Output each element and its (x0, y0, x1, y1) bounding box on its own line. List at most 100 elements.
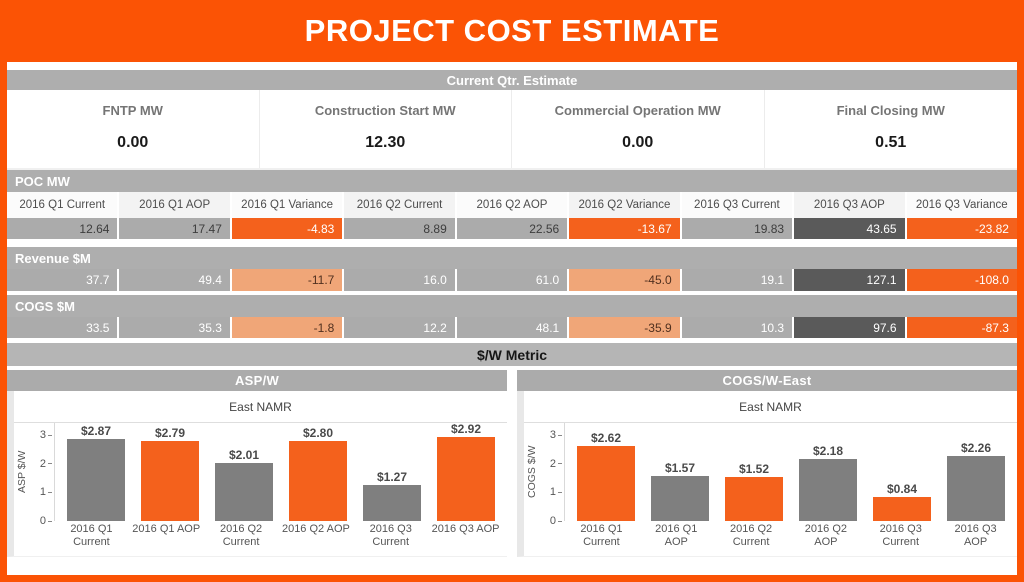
bar-slot: $2.01 (207, 448, 281, 521)
table-cell: 16.0 (344, 269, 455, 291)
table-cell: -35.9 (569, 317, 680, 338)
spacer (7, 62, 1017, 70)
bar[interactable] (651, 476, 709, 521)
x-axis-label: 2016 Q2 Current (714, 523, 789, 553)
table-cell: 19.1 (681, 269, 793, 291)
bar[interactable] (437, 437, 495, 521)
tick-mark (558, 491, 562, 493)
y-tick: 1 (550, 487, 562, 498)
bar[interactable] (725, 477, 783, 521)
asp-w-y-axis: 3 2 1 0 (30, 423, 54, 527)
column-header: 2016 Q2 Current (344, 192, 455, 218)
cogs-w-east-chart-title: COGS/W-East (517, 370, 1017, 391)
spacer (7, 338, 1017, 343)
metric-label: FNTP MW (102, 103, 163, 118)
metric-label: Construction Start MW (314, 103, 456, 118)
cogs-w-east-y-axis: 3 2 1 0 (540, 423, 564, 527)
spacer (7, 291, 1017, 295)
bar-data-label: $0.84 (886, 482, 918, 496)
x-axis-label-line: Current (732, 536, 770, 548)
bar-slot: $2.62 (569, 431, 643, 521)
bar-slot: $2.80 (281, 426, 355, 521)
tick-mark (48, 491, 52, 493)
table-cell: 33.5 (7, 317, 118, 338)
bar[interactable] (215, 463, 273, 521)
x-axis-label-line: 2016 Q3 (954, 523, 997, 535)
table-cell: -87.3 (906, 317, 1017, 338)
bar-data-label: $2.79 (154, 426, 186, 440)
bar[interactable] (67, 439, 125, 521)
table-cell: -23.82 (906, 218, 1017, 239)
revenue-section-bar: Revenue $M (7, 247, 1017, 269)
bar-data-label: $2.92 (450, 422, 482, 436)
bar[interactable] (873, 497, 931, 521)
poc-mw-section-bar: POC MW (7, 170, 1017, 192)
report-header: PROJECT COST ESTIMATE (0, 0, 1024, 62)
x-axis-label-line: 2016 Q1 (655, 523, 698, 535)
bar[interactable] (577, 446, 635, 521)
bar-slot: $1.57 (643, 461, 717, 521)
x-axis-label-line: AOP (814, 536, 838, 548)
bar[interactable] (363, 485, 421, 521)
spacer (7, 239, 1017, 247)
table-cell: 97.6 (794, 317, 905, 338)
current-qtr-section-bar: Current Qtr. Estimate (7, 70, 1017, 90)
table-cell: 43.65 (794, 218, 905, 239)
x-axis-label-line: 2016 Q2 AOP (281, 523, 350, 535)
x-axis-label-line: 2016 Q3 (369, 523, 412, 535)
tick-mark (558, 463, 562, 465)
metric-band-title: $/W Metric (476, 346, 547, 363)
bar-data-label: $1.27 (376, 470, 408, 484)
bar-data-label: $2.80 (302, 426, 334, 440)
bar[interactable] (289, 441, 347, 521)
cogs-w-east-bars: $2.62 $1.57 $1.52 $2.18 $0.84 $2.26 (564, 423, 1017, 521)
table-cell: -108.0 (906, 269, 1017, 291)
revenue-row: 37.7 49.4 -11.7 16.0 61.0 -45.0 19.1 127.1 -108.… (7, 269, 1017, 291)
asp-w-bars: $2.87 $2.79 $2.01 $2.80 $1.27 $2.92 (54, 422, 507, 521)
column-header: 2016 Q3 Current (681, 192, 793, 218)
x-axis-label-line: Current (372, 536, 410, 548)
metric-value: 0.00 (622, 134, 654, 151)
asp-w-chart-title: ASP/W (7, 370, 507, 391)
y-tick: 3 (40, 430, 52, 441)
metric-final-closing-mw: Final Closing MW 0.51 (765, 90, 1018, 168)
metric-commercial-operation-mw: Commercial Operation MW 0.00 (512, 90, 765, 168)
tick-mark (48, 434, 52, 436)
bar[interactable] (947, 456, 1005, 521)
x-axis-label: 2016 Q3 Current (353, 523, 428, 553)
x-axis-label: 2016 Q3 AOP (428, 523, 503, 553)
x-axis-label-line: AOP (963, 536, 988, 548)
bar-slot: $2.18 (791, 444, 865, 521)
x-axis-label: 2016 Q2 AOP (788, 523, 863, 553)
tick-mark (558, 434, 562, 436)
y-tick: 3 (550, 430, 562, 441)
table-cell: 37.7 (7, 269, 118, 291)
metric-label: Commercial Operation MW (554, 103, 721, 118)
bar-data-label: $1.52 (738, 462, 770, 476)
cogs-title: COGS $M (15, 298, 75, 314)
metric-band-bar: $/W Metric (7, 343, 1017, 366)
current-qtr-metrics: FNTP MW 0.00 Construction Start MW 12.30… (7, 90, 1017, 170)
metric-value: 12.30 (365, 134, 406, 151)
x-axis-label-line: Current (583, 536, 620, 548)
metric-value: 0.51 (875, 134, 907, 151)
y-tick: 2 (550, 458, 562, 469)
page-title: PROJECT COST ESTIMATE (304, 13, 720, 48)
bar-slot: $1.27 (355, 470, 429, 521)
asp-w-x-axis-labels: 2016 Q1 Current 2016 Q1 AOP 2016 Q2 Current 2… (14, 521, 507, 553)
x-axis-label: 2016 Q1 AOP (639, 523, 714, 553)
y-tick: 0 (40, 516, 52, 527)
x-axis-label-line: AOP (664, 536, 688, 548)
x-axis-label-line: 2016 Q3 AOP (431, 523, 500, 535)
x-axis-label-line: 2016 Q3 (879, 523, 922, 535)
x-axis-label-line: 2016 Q1 (580, 523, 623, 535)
bar[interactable] (799, 459, 857, 521)
bar-data-label: $2.62 (590, 431, 622, 445)
bar[interactable] (141, 441, 199, 521)
metric-fntp-mw: FNTP MW 0.00 (7, 90, 260, 168)
table-cell: 19.83 (681, 218, 793, 239)
cogs-w-east-chart: COGS/W-East East NAMR COGS $/W 3 2 1 0 $2.6… (517, 370, 1017, 557)
